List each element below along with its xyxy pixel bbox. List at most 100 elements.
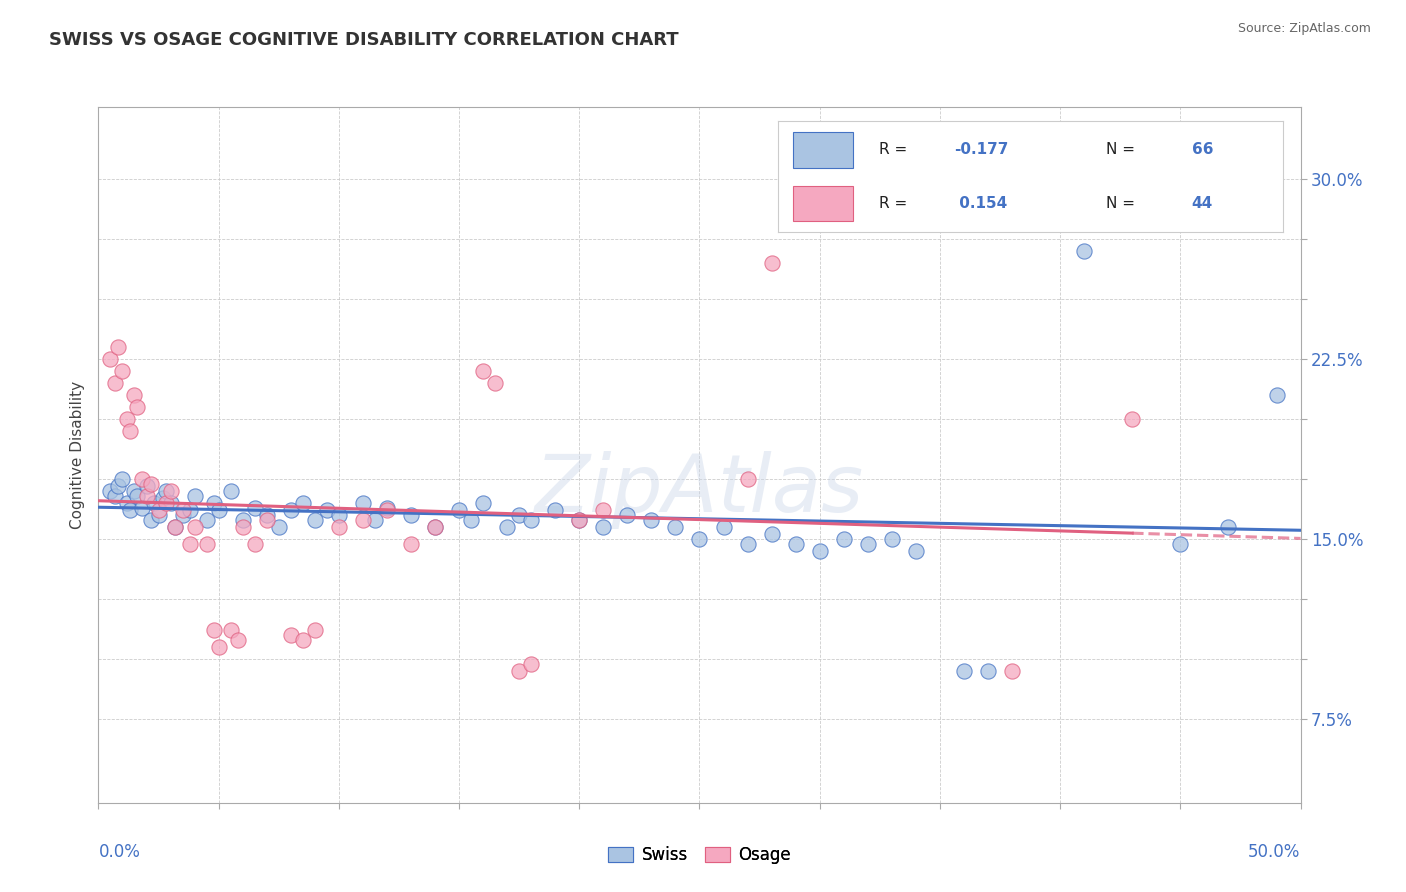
Point	[100, 483, 122, 498]
Point	[291, 632, 314, 647]
Point	[179, 503, 201, 517]
Point	[131, 500, 153, 515]
Point	[352, 513, 374, 527]
Point	[142, 496, 165, 510]
Point	[399, 508, 422, 522]
Point	[904, 544, 927, 558]
Point	[664, 520, 686, 534]
Point	[508, 664, 530, 678]
Point	[155, 483, 177, 498]
Point	[117, 412, 139, 426]
FancyBboxPatch shape	[793, 132, 853, 168]
Point	[232, 513, 254, 527]
Point	[141, 513, 163, 527]
Point	[328, 508, 350, 522]
Point	[423, 520, 446, 534]
Point	[880, 532, 903, 546]
Point	[117, 496, 139, 510]
Point	[208, 640, 231, 654]
Text: R =: R =	[879, 196, 911, 211]
Point	[183, 520, 205, 534]
Point	[208, 503, 231, 517]
Text: N =: N =	[1105, 143, 1140, 157]
Point	[226, 632, 249, 647]
Point	[118, 424, 141, 438]
Point	[472, 364, 495, 378]
Point	[977, 664, 1000, 678]
Point	[131, 472, 153, 486]
Point	[520, 513, 543, 527]
Y-axis label: Cognitive Disability: Cognitive Disability	[69, 381, 84, 529]
Point	[159, 483, 181, 498]
Point	[375, 503, 398, 517]
Point	[124, 483, 146, 498]
Point	[155, 496, 177, 510]
Point	[219, 623, 242, 637]
Point	[761, 527, 783, 541]
Point	[141, 476, 163, 491]
Point	[364, 513, 387, 527]
Point	[544, 503, 567, 517]
Point	[399, 537, 422, 551]
Point	[460, 513, 482, 527]
Point	[496, 520, 519, 534]
Point	[808, 544, 831, 558]
Point	[315, 503, 337, 517]
Point	[243, 500, 266, 515]
Point	[159, 496, 181, 510]
Point	[1001, 664, 1024, 678]
Point	[195, 513, 218, 527]
Text: 50.0%: 50.0%	[1249, 843, 1301, 861]
Point	[152, 491, 174, 505]
Point	[125, 400, 148, 414]
Point	[165, 520, 187, 534]
Point	[640, 513, 662, 527]
Text: 0.154: 0.154	[955, 196, 1008, 211]
Point	[1121, 412, 1143, 426]
Text: -0.177: -0.177	[955, 143, 1008, 157]
Point	[148, 503, 170, 517]
Text: N =: N =	[1105, 196, 1140, 211]
Point	[304, 623, 326, 637]
Point	[737, 472, 759, 486]
Text: 66: 66	[1192, 143, 1213, 157]
Point	[352, 496, 374, 510]
Point	[107, 479, 129, 493]
Point	[219, 483, 242, 498]
Point	[195, 537, 218, 551]
Point	[484, 376, 506, 390]
FancyBboxPatch shape	[793, 186, 853, 221]
Point	[148, 508, 170, 522]
Point	[243, 537, 266, 551]
Point	[713, 520, 735, 534]
Legend: Swiss, Osage: Swiss, Osage	[602, 839, 797, 871]
Point	[856, 537, 879, 551]
Point	[1073, 244, 1095, 258]
Point	[508, 508, 530, 522]
Point	[328, 520, 350, 534]
Point	[761, 256, 783, 270]
Point	[107, 340, 129, 354]
Point	[616, 508, 638, 522]
Text: R =: R =	[879, 143, 911, 157]
Point	[104, 376, 127, 390]
Text: SWISS VS OSAGE COGNITIVE DISABILITY CORRELATION CHART: SWISS VS OSAGE COGNITIVE DISABILITY CORR…	[49, 31, 679, 49]
Point	[304, 513, 326, 527]
Point	[592, 503, 614, 517]
Point	[592, 520, 614, 534]
Point	[104, 489, 127, 503]
Point	[111, 364, 134, 378]
Text: Source: ZipAtlas.com: Source: ZipAtlas.com	[1237, 22, 1371, 36]
Point	[688, 532, 710, 546]
Point	[183, 489, 205, 503]
Text: 44: 44	[1192, 196, 1213, 211]
Point	[737, 537, 759, 551]
Point	[202, 623, 225, 637]
Point	[100, 351, 122, 366]
Point	[124, 388, 146, 402]
Point	[423, 520, 446, 534]
Point	[232, 520, 254, 534]
Point	[135, 489, 157, 503]
Point	[111, 472, 134, 486]
Point	[1265, 388, 1288, 402]
